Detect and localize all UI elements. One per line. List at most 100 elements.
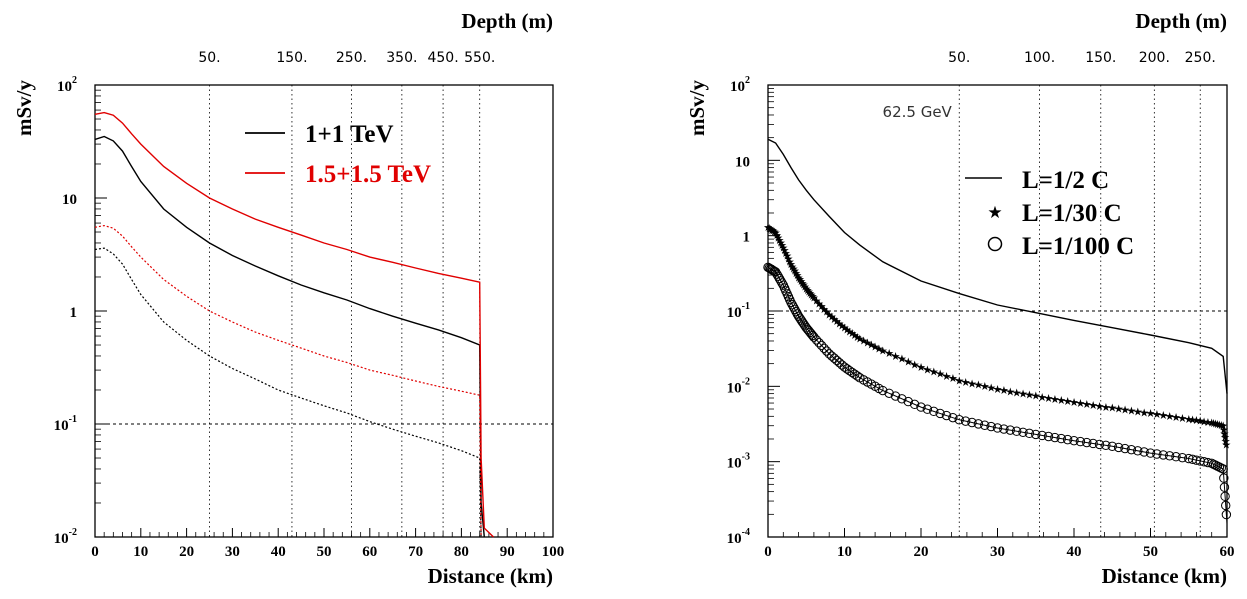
data-point: ★	[897, 353, 907, 366]
x-tick-label: 70	[408, 544, 423, 560]
data-point: ★	[1139, 406, 1149, 419]
data-point: ★	[863, 337, 873, 350]
data-point	[839, 362, 850, 372]
data-point: ★	[797, 277, 807, 290]
data-point	[948, 412, 958, 423]
data-point: ★	[916, 361, 926, 374]
data-point	[980, 420, 990, 430]
data-point: ★	[832, 315, 842, 328]
data-point	[1139, 447, 1149, 457]
data-point: ★	[1056, 394, 1066, 407]
series-line	[767, 266, 1228, 524]
x-tick-label: 0	[764, 544, 772, 560]
data-point	[1221, 509, 1232, 520]
data-point: ★	[787, 260, 797, 273]
data-point: ★	[773, 231, 783, 244]
data-point: ★	[822, 306, 832, 319]
y-tick-label: 10-4	[727, 527, 750, 547]
series-line	[767, 138, 1228, 394]
data-point	[850, 369, 860, 379]
data-point: ★	[1209, 417, 1219, 430]
x-tick-label: 10	[133, 544, 148, 560]
data-point	[821, 346, 832, 356]
data-point: ★	[1050, 393, 1060, 406]
data-point: ★	[961, 376, 971, 389]
data-point	[814, 337, 824, 348]
data-point	[1191, 455, 1202, 465]
data-point	[1187, 454, 1198, 465]
data-point: ★	[824, 308, 834, 321]
data-point: ★	[834, 317, 844, 330]
data-point: ★	[812, 295, 822, 308]
data-point: ★	[840, 322, 850, 335]
series-line	[94, 247, 482, 538]
data-point: ★	[796, 275, 806, 288]
data-point	[806, 329, 817, 339]
data-point	[1120, 443, 1130, 454]
data-point: ★	[771, 227, 781, 240]
data-point: ★	[884, 347, 894, 360]
data-point: ★	[1044, 392, 1054, 405]
data-point: ★	[903, 356, 913, 369]
data-point: ★	[803, 284, 813, 297]
data-point	[1075, 436, 1086, 447]
data-point: ★	[772, 229, 782, 242]
data-point: ★	[1024, 389, 1034, 402]
data-point: ★	[878, 344, 888, 357]
data-point: ★	[948, 372, 958, 385]
y-tick-label: 10-2	[54, 527, 77, 547]
data-point	[1037, 430, 1047, 441]
y-tick-base: 10	[57, 79, 72, 95]
data-point: ★	[794, 271, 804, 284]
y-tick-base: 10	[54, 418, 69, 434]
data-point	[786, 297, 796, 308]
data-point: ★	[954, 374, 964, 387]
data-point: ★	[967, 377, 977, 390]
series-line	[94, 135, 485, 538]
data-point	[1107, 441, 1117, 451]
data-point: ★	[1114, 403, 1124, 416]
data-point: ★	[805, 287, 815, 300]
y-tick-label: 10	[62, 192, 77, 208]
data-point: ★	[1203, 416, 1213, 429]
data-point: ★	[1075, 397, 1085, 410]
data-point: ★	[1082, 398, 1092, 411]
y-tick-label: 1	[743, 230, 751, 246]
legend-swatch	[987, 236, 1003, 252]
x-tick-label: 80	[454, 544, 469, 560]
data-point	[1219, 482, 1230, 492]
data-point: ★	[827, 311, 837, 324]
data-point	[844, 365, 855, 376]
series-line	[767, 226, 1228, 449]
top-tick-label: 450.	[427, 50, 458, 66]
data-point: ★	[999, 384, 1009, 397]
data-point: ★	[1126, 404, 1136, 417]
y-tick-exponent: -4	[742, 527, 750, 538]
data-point	[819, 343, 829, 353]
data-point	[1094, 439, 1105, 450]
data-point: ★	[1063, 395, 1073, 408]
data-point	[1101, 440, 1111, 451]
data-point	[1043, 431, 1054, 442]
data-point: ★	[782, 250, 792, 263]
y-tick-base: 10	[62, 192, 77, 208]
data-point: ★	[1218, 420, 1228, 433]
data-point: ★	[1005, 385, 1015, 398]
data-point: ★	[1214, 419, 1224, 432]
chart-panel-1: 0 10 20 30 40 50 60 70 80 90 10010210110-110-2Dept…	[12, 9, 564, 588]
y-tick-label: 10-3	[727, 452, 750, 472]
data-point	[1171, 452, 1181, 462]
data-point: ★	[1188, 413, 1198, 426]
top-tick-label: 50.	[948, 50, 970, 66]
top-tick-label: 350.	[386, 50, 417, 66]
x-tick-label: 40	[271, 544, 286, 560]
data-point: ★	[1221, 439, 1231, 452]
data-point: ★	[1018, 388, 1028, 401]
x-tick-label: 0	[91, 544, 99, 560]
data-point: ★	[776, 236, 786, 249]
data-point: ★	[819, 303, 829, 316]
data-point: ★	[780, 244, 790, 257]
series-1: ★★★★★★★★★★★★★★★★★★★★★★★★★★★★★★★★★★★★★★★★…	[763, 221, 1231, 452]
data-point: ★	[1069, 396, 1079, 409]
data-point: ★	[783, 252, 793, 265]
